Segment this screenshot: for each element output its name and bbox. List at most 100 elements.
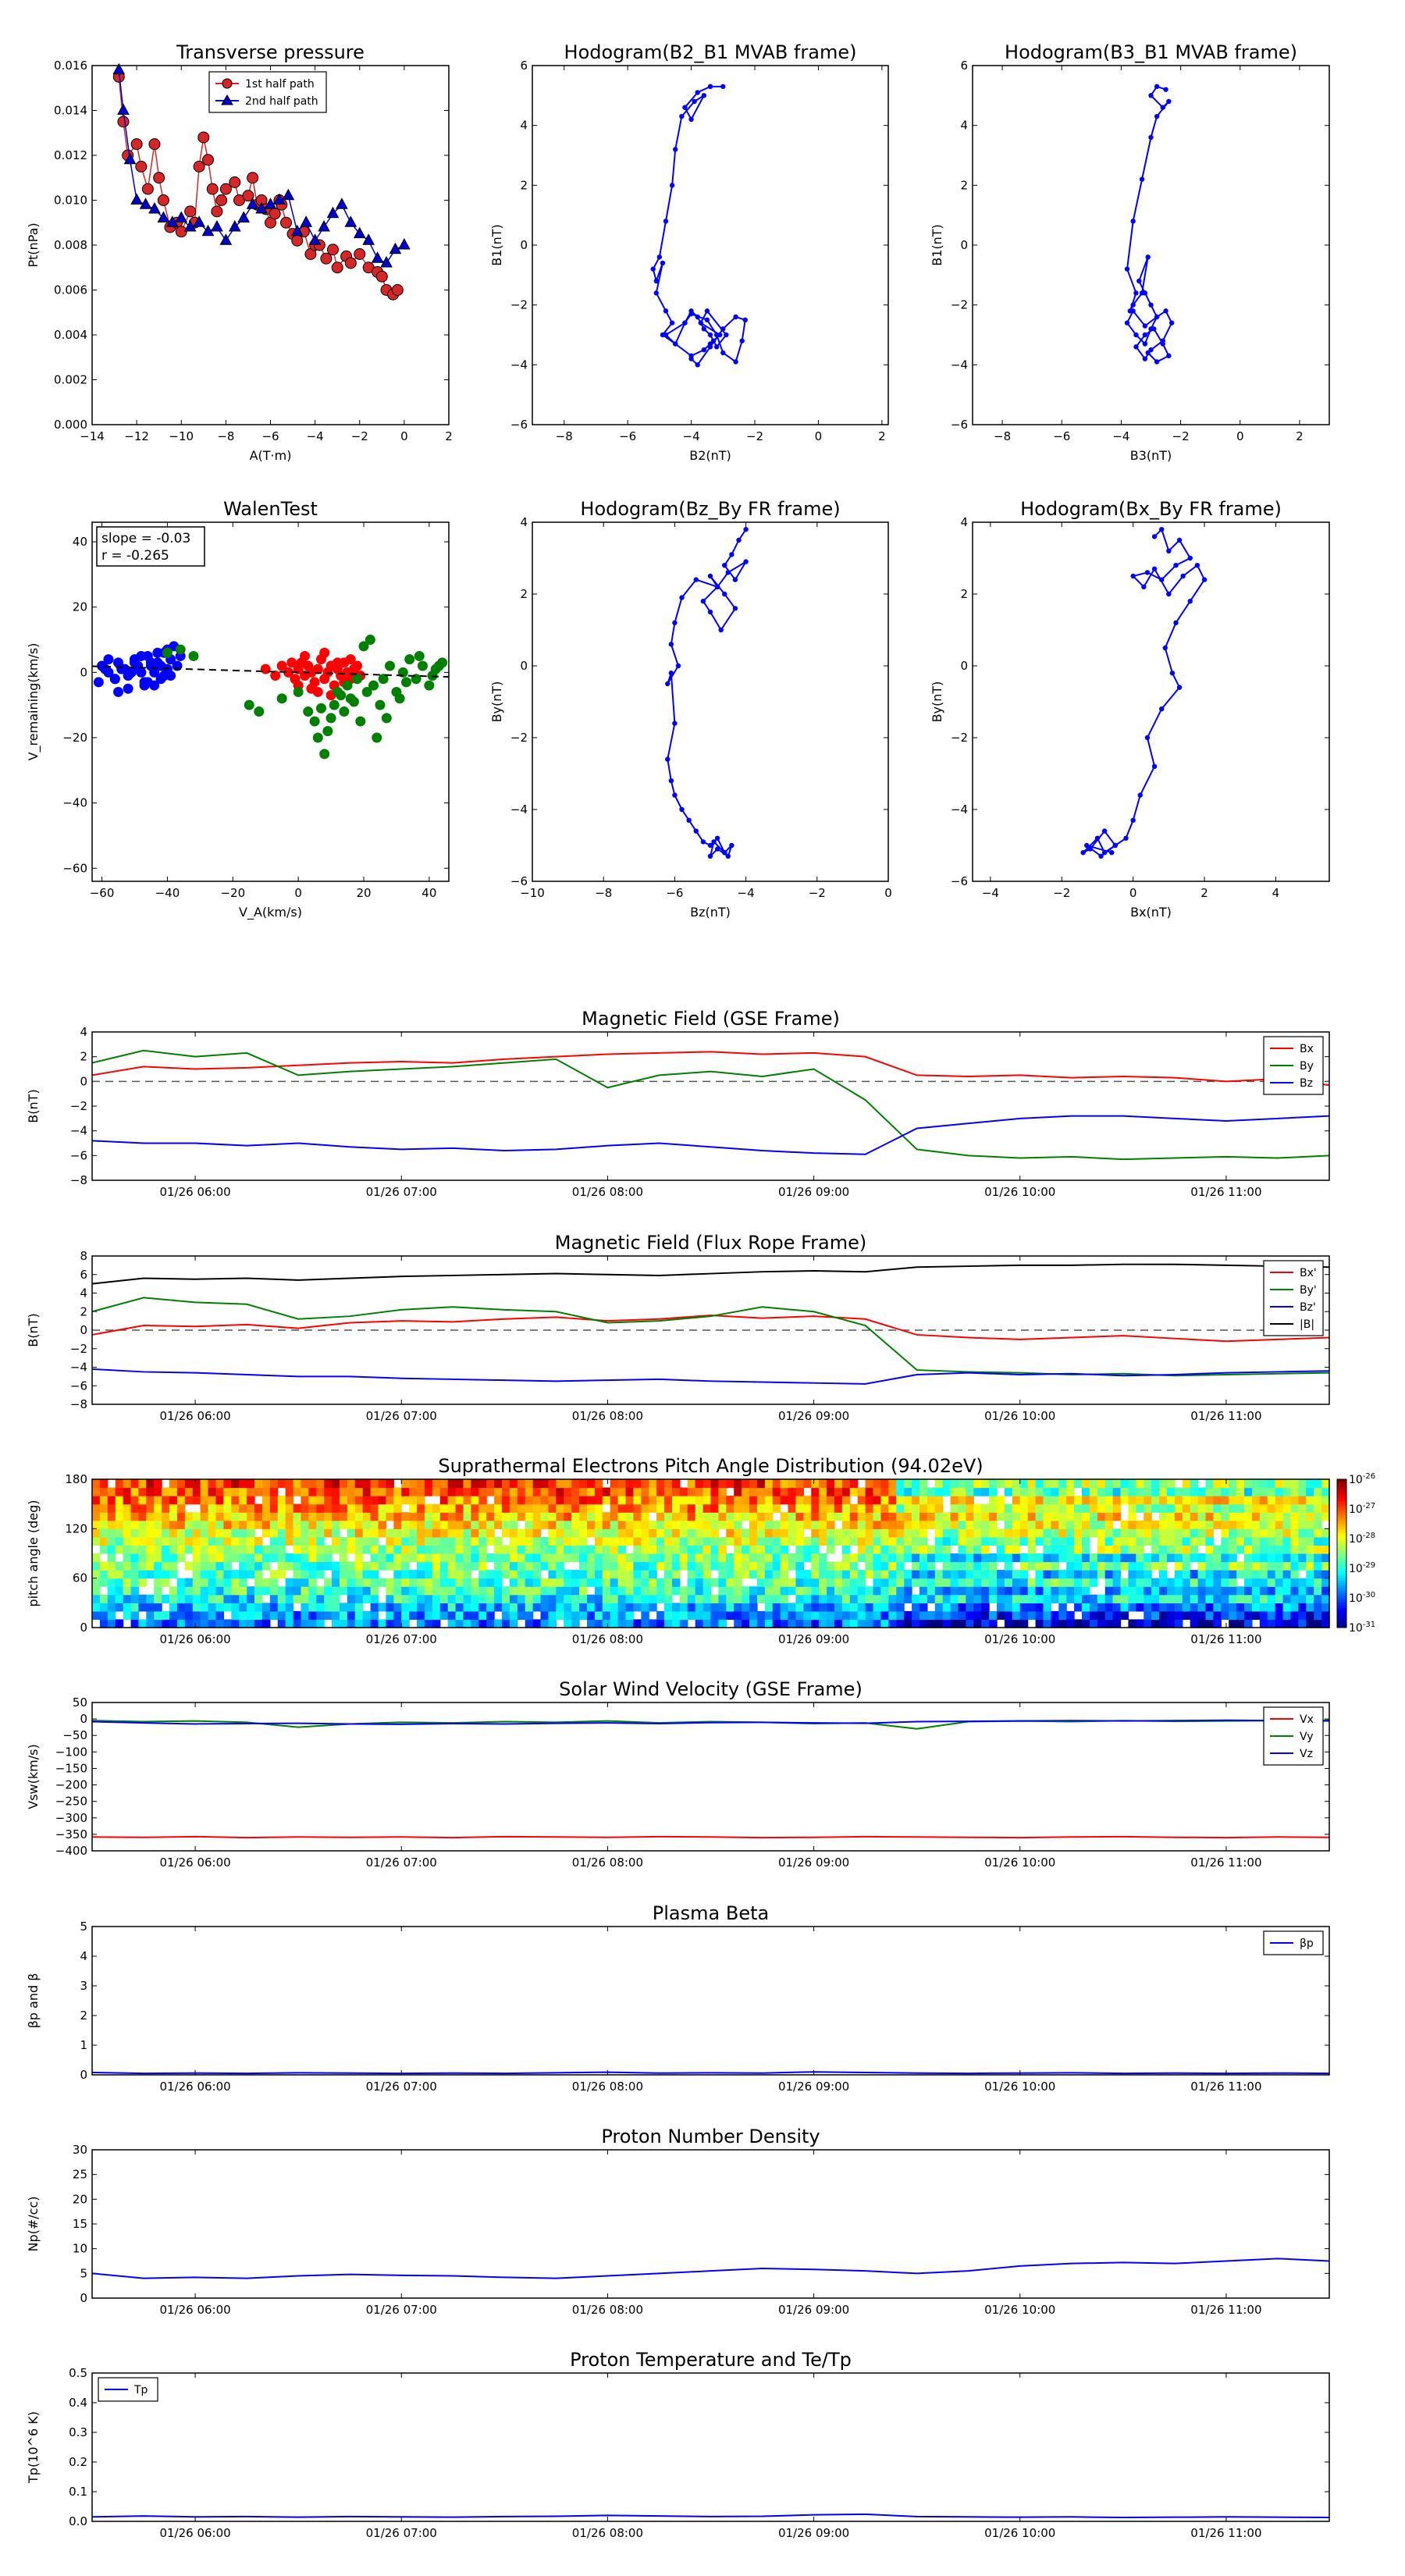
heatmap-cell [1144, 1586, 1152, 1596]
heatmap-cell [1051, 1496, 1059, 1505]
heatmap-cell [146, 1570, 155, 1579]
heatmap-cell [316, 1512, 325, 1521]
x-tick-label: −2 [746, 429, 763, 443]
heatmap-cell [146, 1479, 155, 1489]
heatmap-cell [1035, 1503, 1044, 1513]
heatmap-cell [1314, 1586, 1322, 1596]
heatmap-cell [734, 1619, 742, 1628]
heatmap-cell [1027, 1512, 1037, 1521]
heatmap-cell [401, 1610, 410, 1621]
heatmap-cell [1112, 1610, 1122, 1621]
chart-solar-wind-velocity: −400−350−300−250−200−150−100−5005001/26 … [26, 1678, 1330, 1870]
heatmap-cell [1298, 1610, 1307, 1621]
heatmap-cell [671, 1619, 681, 1628]
heatmap-cell [865, 1487, 874, 1496]
heatmap-cell [966, 1561, 974, 1571]
heatmap-cell [1282, 1594, 1292, 1603]
heatmap-cell [989, 1496, 998, 1505]
heatmap-cell [486, 1487, 495, 1496]
heatmap-cell [1275, 1520, 1284, 1529]
heatmap-cell [130, 1603, 140, 1612]
heatmap-cell [130, 1610, 140, 1621]
heatmap-cell [532, 1553, 542, 1563]
heatmap-cell [671, 1520, 681, 1529]
heatmap-cell [1314, 1536, 1322, 1546]
heatmap-cell [424, 1603, 433, 1612]
x-tick-label: 4 [1272, 886, 1280, 900]
heatmap-cell [695, 1487, 704, 1496]
heatmap-cell [192, 1536, 201, 1546]
heatmap-cell [1151, 1520, 1160, 1529]
chart-title: Hodogram(B3_B1 MVAB frame) [1005, 41, 1297, 63]
heatmap-cell [1298, 1520, 1307, 1529]
heatmap-cell [362, 1520, 372, 1529]
heatmap-cell [1298, 1578, 1307, 1587]
heatmap-cell [780, 1520, 789, 1529]
heatmap-cell [571, 1545, 580, 1554]
heatmap-cell [1282, 1479, 1292, 1489]
heatmap-cell [919, 1586, 928, 1596]
chart-title: Magnetic Field (Flux Rope Frame) [555, 1232, 866, 1254]
y-tick-label: 0.1 [69, 2485, 87, 2499]
x-axis-label: V_A(km/s) [239, 905, 302, 920]
data-point [126, 667, 137, 678]
heatmap-cell [958, 1496, 967, 1505]
heatmap-cell [896, 1594, 905, 1603]
heatmap-cell [811, 1561, 820, 1571]
heatmap-cell [942, 1603, 951, 1612]
heatmap-cell [1306, 1512, 1314, 1521]
data-point [312, 664, 323, 674]
heatmap-cell [1251, 1578, 1261, 1587]
data-point [175, 644, 186, 655]
data-point [701, 347, 707, 353]
data-point [688, 311, 694, 317]
heatmap-cell [702, 1536, 712, 1546]
data-point [720, 326, 726, 332]
chart-transverse-pressure: 0.0000.0020.0040.0060.0080.0100.0120.014… [26, 41, 453, 463]
y-tick-label: −8 [70, 1173, 87, 1187]
heatmap-cell [223, 1487, 232, 1496]
y-tick-label: −4 [510, 802, 528, 817]
heatmap-cell [332, 1619, 340, 1628]
heatmap-cell [107, 1619, 116, 1628]
heatmap-cell [880, 1619, 889, 1628]
heatmap-cell [1213, 1520, 1222, 1529]
heatmap-cell [633, 1512, 642, 1521]
heatmap-cell [1229, 1496, 1237, 1505]
heatmap-cell [1221, 1603, 1229, 1612]
heatmap-cell [261, 1603, 271, 1612]
heatmap-cell [200, 1619, 209, 1628]
heatmap-cell [989, 1594, 998, 1603]
legend-entry: 2nd half path [245, 95, 318, 108]
data-point [688, 116, 694, 123]
heatmap-cell [208, 1545, 217, 1554]
heatmap-cell [362, 1503, 372, 1513]
heatmap-cell [1282, 1553, 1292, 1563]
legend-entry: Vy [1300, 1731, 1314, 1743]
heatmap-cell [269, 1479, 279, 1489]
heatmap-cell [1074, 1553, 1083, 1563]
data-point [136, 650, 147, 661]
heatmap-cell [269, 1594, 279, 1603]
data-point [722, 850, 727, 856]
heatmap-cell [347, 1570, 356, 1579]
heatmap-cell [734, 1586, 742, 1596]
heatmap-cell [849, 1536, 859, 1546]
heatmap-cell [231, 1578, 240, 1587]
heatmap-cell [1136, 1570, 1144, 1579]
heatmap-cell [1027, 1479, 1037, 1489]
heatmap-cell [742, 1586, 750, 1596]
heatmap-cell [1290, 1619, 1299, 1628]
heatmap-cell [803, 1586, 812, 1596]
heatmap-cell [904, 1503, 912, 1513]
heatmap-cell [950, 1578, 959, 1587]
heatmap-cell [192, 1619, 201, 1628]
heatmap-cell [231, 1603, 240, 1612]
heatmap-cell [447, 1553, 457, 1563]
heatmap-cell [795, 1619, 804, 1628]
data-point [1112, 842, 1119, 849]
heatmap-cell [811, 1520, 820, 1529]
y-tick-label: 0 [80, 2068, 87, 2082]
heatmap-cell [486, 1610, 495, 1621]
data-point [152, 657, 163, 668]
